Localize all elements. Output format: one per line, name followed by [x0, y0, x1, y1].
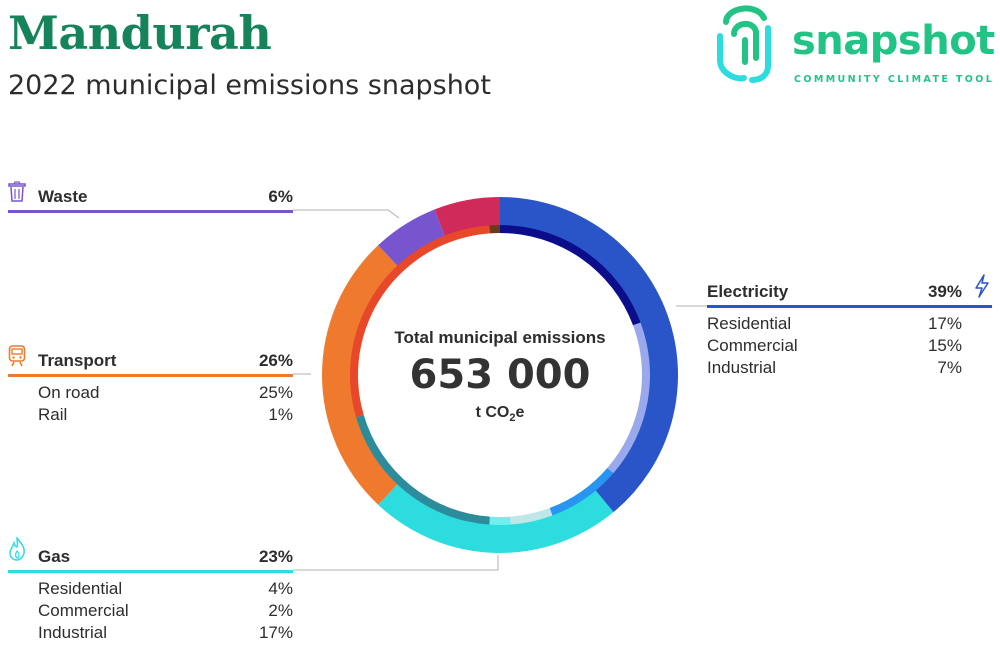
trash-icon: [8, 181, 26, 202]
inner-ring: [350, 225, 650, 525]
outer-segment-electricity-0: [500, 197, 679, 513]
transport-sub-onroad: On road 25%: [38, 383, 293, 402]
inner-segment-residential-3: [510, 508, 553, 525]
transport-pct: 26%: [258, 351, 293, 370]
flame-icon: [9, 537, 25, 561]
logo-tagline: COMMUNITY CLIMATE TOOL: [794, 74, 995, 85]
gas-label: Gas: [38, 547, 71, 566]
inner-segment-commercial-1: [607, 322, 650, 474]
waste-label: Waste: [38, 187, 88, 206]
waste-underline: [8, 210, 293, 213]
gas-pct: 23%: [258, 547, 293, 566]
page-subtitle: 2022 municipal emissions snapshot: [8, 70, 491, 101]
gas-connector: [293, 555, 499, 571]
waste-connector: [293, 209, 400, 219]
total-value: 653 000: [409, 352, 591, 398]
page-title: Mandurah: [8, 6, 272, 60]
electricity-pct: 39%: [927, 282, 962, 301]
electricity-sub-residential: Residential 17%: [707, 314, 962, 333]
connector-lines: [293, 209, 708, 571]
legend-gas[interactable]: Gas 23% Residential 4% Commercial 2% Indus…: [8, 537, 293, 647]
legend-waste[interactable]: Waste 6%: [8, 181, 293, 217]
waste-pct: 6%: [268, 187, 293, 206]
transport-sub-rail: Rail 1%: [38, 405, 293, 424]
transport-underline: [8, 374, 293, 377]
total-label: Total municipal emissions: [394, 328, 606, 347]
transport-label: Transport: [38, 351, 117, 370]
inner-segment-residential-0: [500, 225, 641, 326]
logo-wordmark: snapshot: [792, 18, 995, 64]
gas-sub-commercial: Commercial 2%: [38, 601, 293, 620]
inner-segment-rail-7: [489, 225, 500, 234]
inner-segment-commercial-4: [489, 516, 511, 525]
outer-segment-gas-1: [378, 482, 614, 554]
legend-electricity[interactable]: Electricity 39% Residential 17% Commercia…: [707, 274, 992, 382]
gas-sub-industrial: Industrial 17%: [38, 623, 293, 642]
outer-segment-waste-3: [378, 209, 446, 268]
electricity-sub-commercial: Commercial 15%: [707, 336, 962, 355]
electricity-underline: [707, 305, 992, 308]
outer-ring: [322, 197, 679, 554]
electricity-sub-industrial: Industrial 7%: [707, 358, 962, 377]
legend-transport[interactable]: Transport 26% On road 25% Rail 1%: [8, 345, 293, 431]
electricity-label: Electricity: [707, 282, 789, 301]
train-icon: [8, 345, 26, 367]
outer-segment-transport-2: [322, 245, 399, 505]
fingerprint-icon: [717, 5, 771, 83]
inner-segment-industrial-5: [356, 415, 490, 525]
gas-sub-residential: Residential 4%: [38, 579, 293, 598]
inner-segment-industrial-2: [549, 467, 614, 516]
total-unit: t CO2e: [475, 404, 525, 425]
gas-underline: [8, 570, 293, 573]
snapshot-logo[interactable]: snapshot COMMUNITY CLIMATE TOOL: [712, 0, 1000, 95]
lightning-icon: [975, 274, 989, 298]
